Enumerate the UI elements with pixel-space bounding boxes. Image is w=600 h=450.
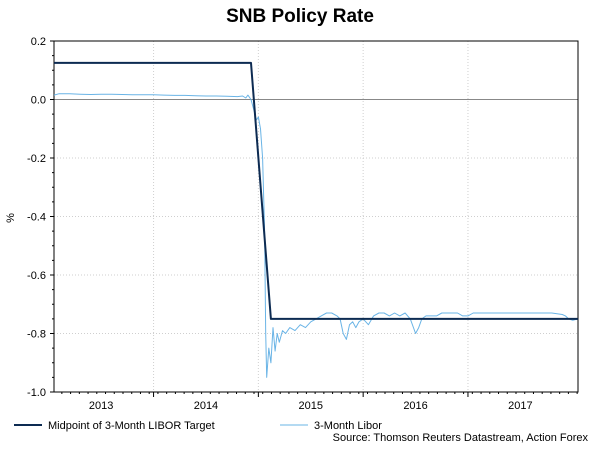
x-tick-label-2017: 2017 <box>508 400 532 412</box>
x-tick-label-2013: 2013 <box>89 400 113 412</box>
axes: 0.2 0.0 -0.2 -0.4 -0.6 -0.8 -1.0 2013 2014 2015 20… <box>27 36 578 412</box>
y-tick-label-4: -0.6 <box>27 270 46 282</box>
legend: Midpoint of 3-Month LIBOR Target 3-Month … <box>14 420 382 432</box>
y-tick-label-0: 0.2 <box>31 36 46 48</box>
y-tick-label-3: -0.4 <box>27 212 46 224</box>
y-tick-label-2: -0.2 <box>27 153 46 165</box>
x-tick-label-2015: 2015 <box>299 400 323 412</box>
legend-label-1: 3-Month Libor <box>314 420 382 432</box>
chart-title: SNB Policy Rate <box>226 6 374 27</box>
x-tick-label-2014: 2014 <box>194 400 218 412</box>
series-lines <box>53 61 579 378</box>
legend-label-0: Midpoint of 3-Month LIBOR Target <box>48 420 215 432</box>
x-tick-label-2016: 2016 <box>403 400 427 412</box>
series-line-libor <box>53 93 579 378</box>
source-note: Source: Thomson Reuters Datastream, Acti… <box>332 432 588 444</box>
y-axis-label: % <box>5 213 17 223</box>
series-line-target <box>54 61 578 320</box>
gridlines <box>54 41 578 392</box>
y-tick-label-5: -0.8 <box>27 329 46 341</box>
y-tick-label-6: -1.0 <box>27 387 46 399</box>
y-tick-label-1: 0.0 <box>31 95 46 107</box>
